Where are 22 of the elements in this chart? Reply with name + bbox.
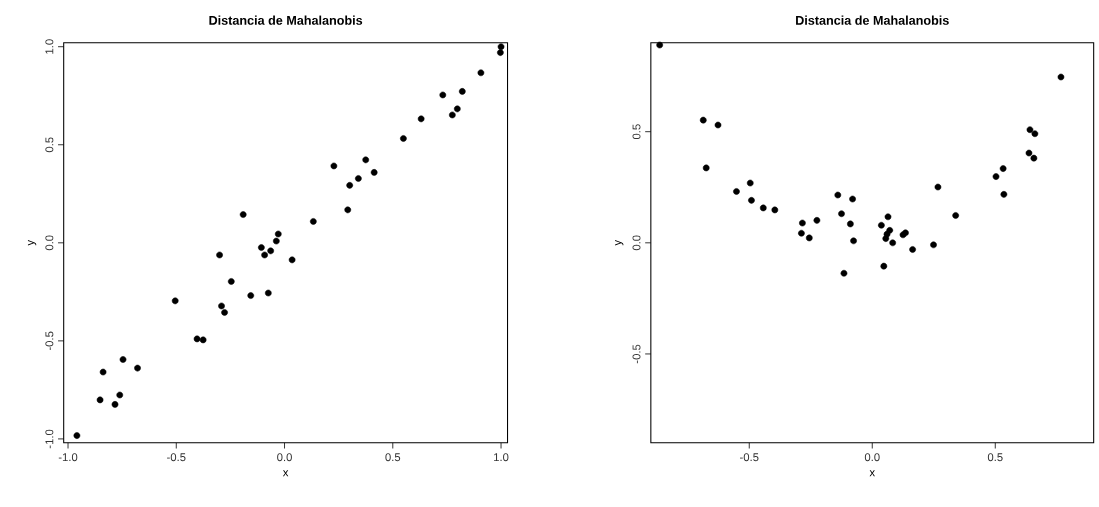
x-tick-label: -0.5 — [167, 453, 186, 462]
y-tick-label: -0.5 — [45, 331, 54, 351]
x-tick-label: 1.0 — [494, 453, 509, 462]
y-axis-title: y — [27, 240, 37, 246]
y-tick-label: -1.0 — [45, 429, 54, 449]
x-tick-label: 0.5 — [987, 453, 1003, 462]
y-tick-label: 0.5 — [632, 124, 641, 140]
y-axis-title: y — [615, 240, 624, 246]
chart-title: Distancia de Mahalanobis — [796, 15, 949, 26]
x-tick-label: -1.0 — [58, 453, 78, 462]
y-tick-label: 0.0 — [45, 235, 54, 251]
x-tick-label: 0.5 — [385, 453, 401, 462]
x-tick-label: 0.0 — [864, 453, 880, 462]
x-axis-title: x — [869, 470, 875, 477]
y-tick-label: 0.0 — [632, 235, 641, 251]
y-tick-label: 1.0 — [45, 39, 54, 54]
y-tick-label: 0.5 — [45, 137, 54, 153]
y-tick-label: -0.5 — [632, 344, 641, 364]
x-tick-label: 0.0 — [277, 453, 292, 462]
x-tick-label: -0.5 — [740, 453, 759, 462]
chart-title: Distancia de Mahalanobis — [209, 15, 363, 26]
x-axis-title: x — [282, 470, 289, 477]
